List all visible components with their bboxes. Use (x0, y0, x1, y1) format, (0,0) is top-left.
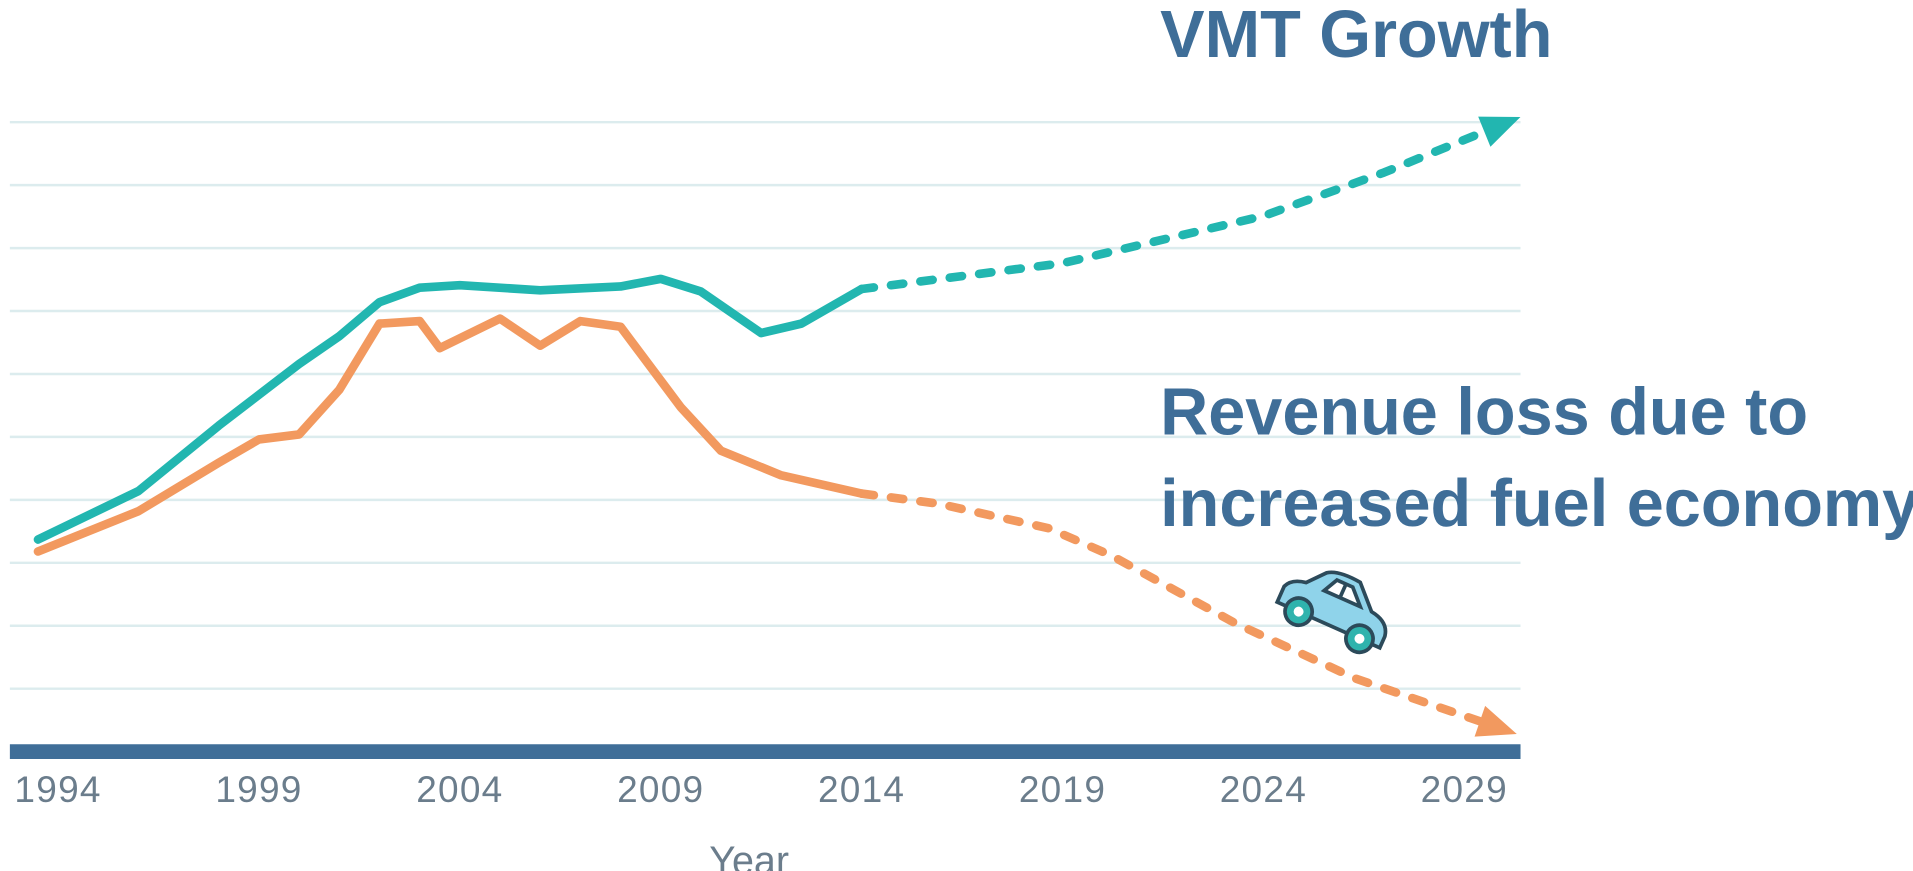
x-tick-label: 2014 (818, 768, 905, 810)
series-annotation: VMT Growth (1160, 0, 1552, 72)
arrowhead (1478, 116, 1521, 147)
projection-line (857, 489, 1505, 733)
car-icon (1274, 570, 1388, 655)
series-line (33, 314, 866, 556)
series-annotation: Revenue loss due to (1160, 375, 1808, 449)
x-tick-label: 2004 (416, 768, 503, 810)
x-tick-label: 1994 (14, 768, 101, 810)
x-tick-label: 2024 (1220, 768, 1307, 810)
series-line (33, 274, 866, 544)
series-annotation: increased fuel economy (1160, 467, 1913, 541)
x-tick-label: 2019 (1019, 768, 1106, 810)
x-axis-title: Year (709, 839, 789, 871)
arrowhead (1474, 705, 1517, 737)
x-tick-label: 2009 (617, 768, 704, 810)
projection-line (857, 119, 1509, 294)
x-tick-label: 1999 (215, 768, 302, 810)
plot: 1994 1999 2004 2009 2014 2019 2024 2029 VMT Grow… (9, 0, 1913, 810)
x-tick-label: 2029 (1421, 768, 1508, 810)
